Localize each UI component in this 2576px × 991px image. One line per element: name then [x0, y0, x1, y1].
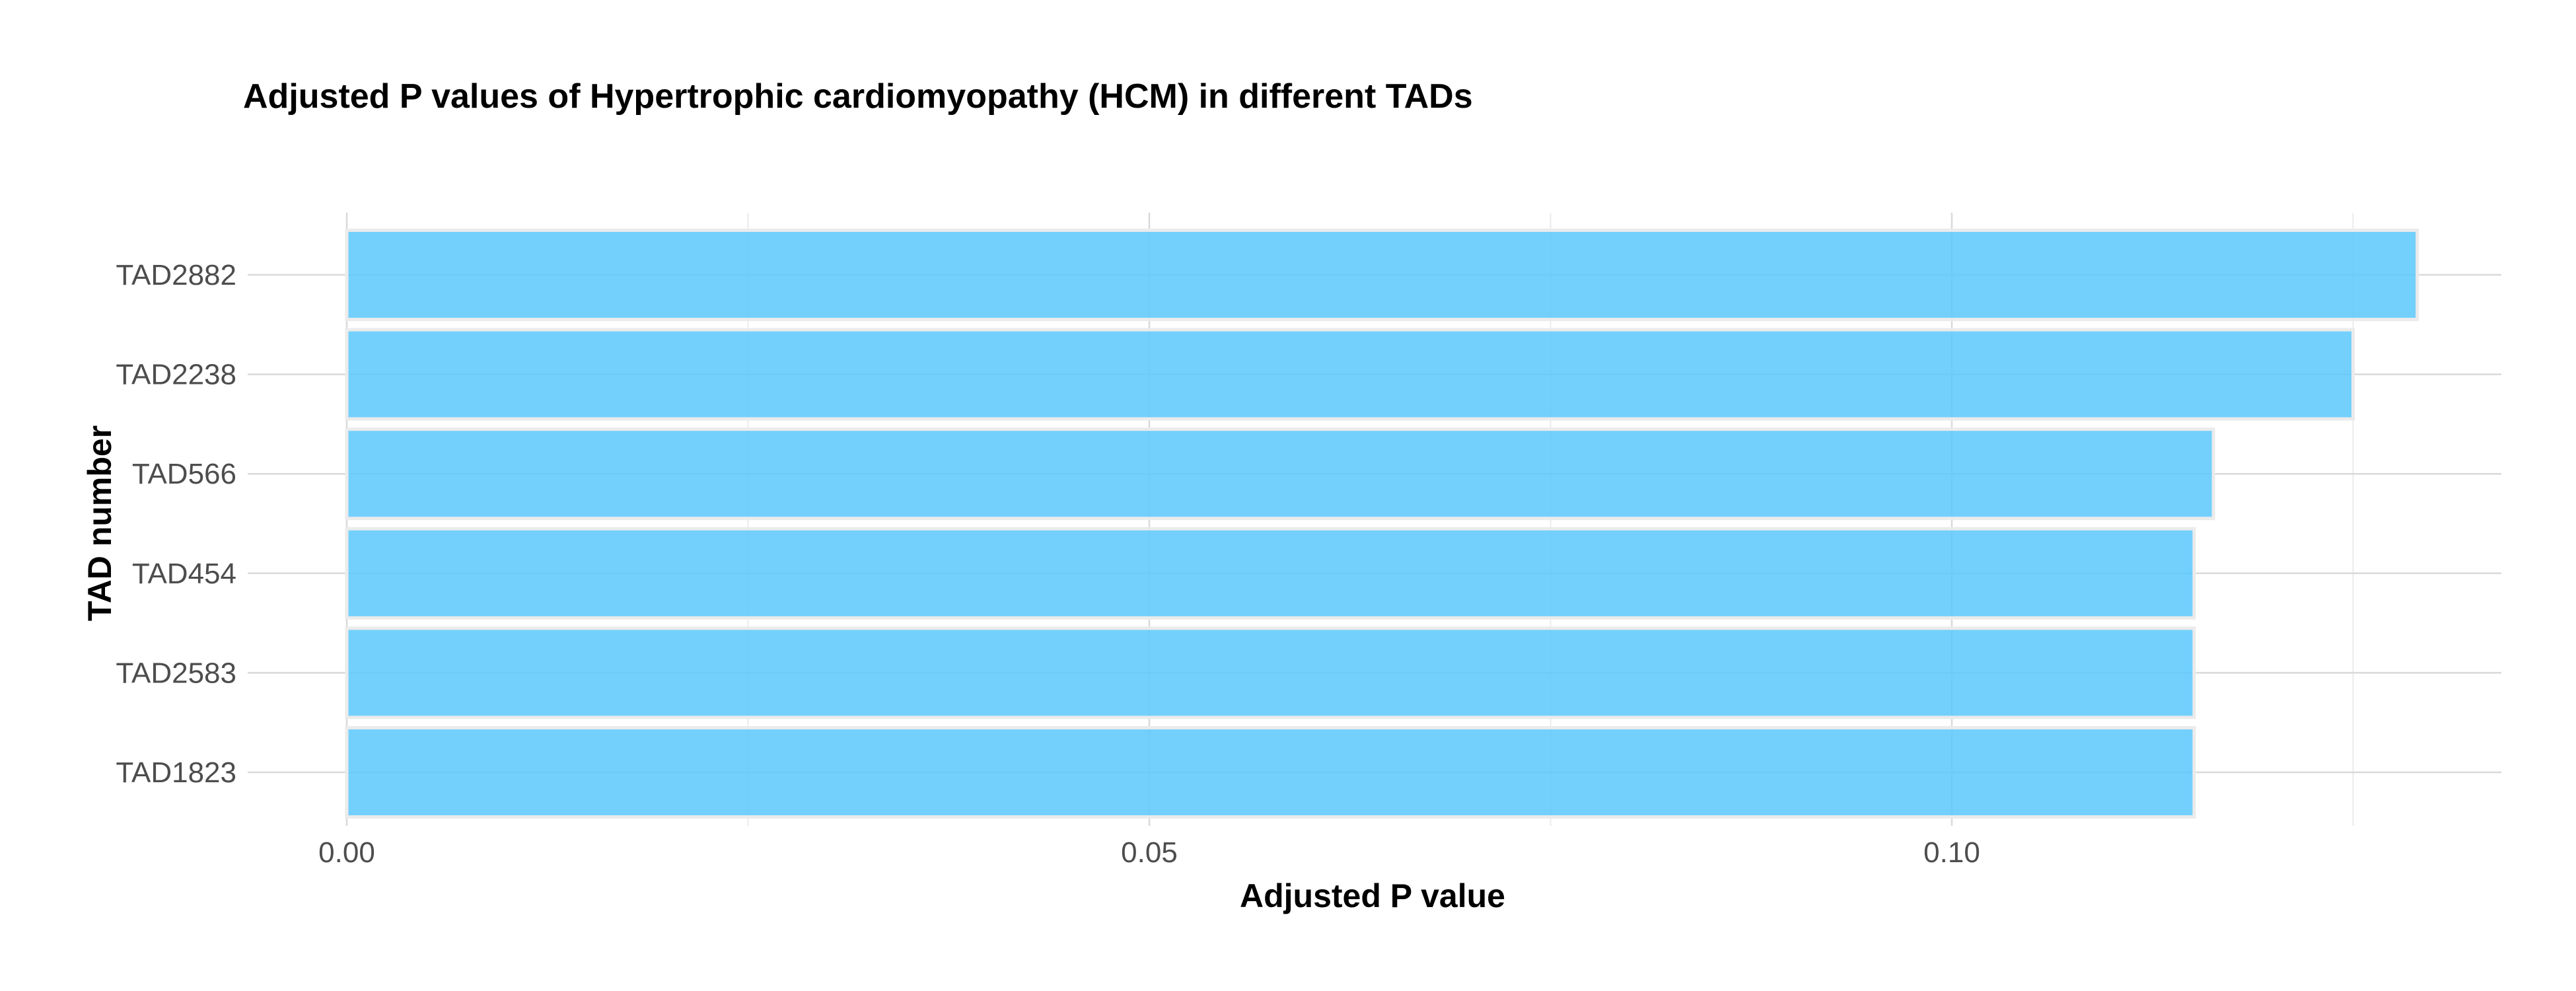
y-tick-labels: TAD2882 TAD2238 TAD566 TAD454 TAD2583 TAD1823 [116, 259, 236, 789]
x-tick-label: 0.05 [1121, 836, 1178, 869]
y-tick-label: TAD566 [132, 458, 236, 490]
bar-tad566 [345, 427, 2215, 521]
y-tick-label: TAD2583 [116, 657, 236, 689]
chart-title: Adjusted P values of Hypertrophic cardio… [243, 77, 1473, 116]
bar-tad1823 [345, 726, 2196, 819]
x-axis-title: Adjusted P value [1240, 877, 1505, 914]
x-tick-label: 0.10 [1923, 836, 1980, 869]
bar-tad454 [345, 527, 2196, 620]
y-tick-label: TAD2238 [116, 359, 236, 391]
bars [345, 229, 2419, 819]
y-tick-label: TAD454 [132, 558, 236, 590]
x-tick-label: 0.00 [318, 836, 375, 869]
y-tick-label: TAD2882 [116, 259, 236, 291]
y-tick-label: TAD1823 [116, 756, 236, 789]
y-axis-title: TAD number [81, 425, 118, 621]
x-tick-labels: 0.00 0.05 0.10 [318, 836, 1980, 869]
bar-tad2583 [345, 626, 2196, 719]
bar-tad2882 [345, 229, 2419, 321]
bar-tad2238 [345, 328, 2355, 421]
